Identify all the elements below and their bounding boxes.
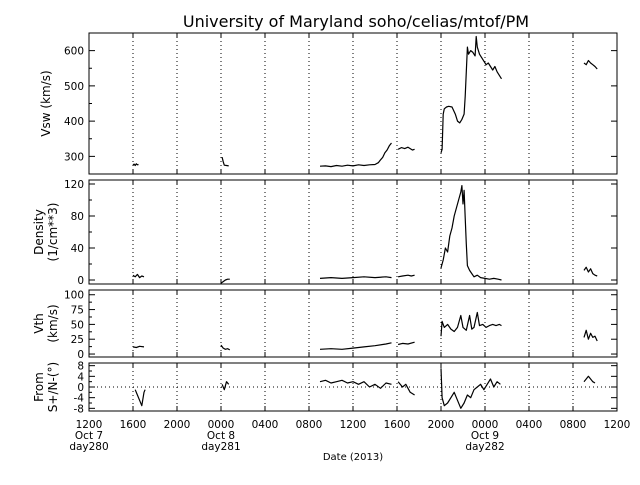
panel-vsw: 300 400 500 600 Vsw (km/s) <box>39 32 618 175</box>
series-density-segment-0 <box>132 273 145 279</box>
xtick-label-8: 2000 <box>428 419 455 431</box>
xtick-label-4: 0400 <box>252 419 279 431</box>
x-day-date-1: Oct 8 <box>207 430 235 442</box>
series-vsw-segment-1 <box>221 156 229 167</box>
ytick-label-vsw-3: 600 <box>64 46 84 58</box>
x-day-date-0: Oct 7 <box>75 430 103 442</box>
x-day-date-2: Oct 9 <box>471 430 499 442</box>
xtick-label-12: 1200 <box>604 419 631 431</box>
series-from-segment-3 <box>397 381 415 396</box>
series-from-segment-0 <box>134 389 146 407</box>
x-day-doy-2: day282 <box>465 441 504 453</box>
panel-vth: 0 25 50 75 100 Vth (km/s) <box>32 289 618 361</box>
series-vth-segment-3 <box>397 341 415 346</box>
ytick-label-vsw-2: 500 <box>64 81 84 93</box>
xtick-label-5: 0800 <box>296 419 323 431</box>
series-vth-segment-4 <box>440 311 502 337</box>
panel-frame-vsw <box>88 32 618 175</box>
ytick-label-density-1: 40 <box>71 243 84 255</box>
ylabel-from-1: S+/N-(°) <box>46 362 60 412</box>
x-day-doy-1: day281 <box>201 441 240 453</box>
xtick-label-1: 1600 <box>120 419 147 431</box>
ylabel-vsw-0: Vsw (km/s) <box>39 70 53 136</box>
xtick-label-11: 0800 <box>560 419 587 431</box>
x-axis: 1200 1600 2000 0000 0400 0800 1200 1600 2000 0000… <box>69 419 630 453</box>
xtick-label-9: 0000 <box>472 419 499 431</box>
series-vsw-segment-5 <box>583 59 598 70</box>
series-density-segment-1 <box>220 278 230 284</box>
series-vsw-segment-2 <box>319 142 392 168</box>
x-day-doy-0: day280 <box>69 441 108 453</box>
series-vth-segment-5 <box>583 329 598 342</box>
ylabel-vth-0: Vth <box>32 313 46 334</box>
xtick-label-7: 1600 <box>384 419 411 431</box>
ytick-label-from-1: -4 <box>74 393 85 405</box>
ytick-label-vth-1: 25 <box>71 334 84 346</box>
ytick-label-vth-3: 75 <box>71 305 84 317</box>
ytick-label-from-3: 4 <box>77 371 84 383</box>
ytick-label-from-4: 8 <box>77 361 84 373</box>
ylabel-density-1: (1/cm**3) <box>46 203 60 262</box>
chart-title: University of Maryland soho/celias/mtof/… <box>183 12 529 31</box>
ytick-label-vsw-1: 400 <box>64 116 84 128</box>
series-from-segment-2 <box>319 379 392 389</box>
series-vsw-segment-4 <box>440 35 503 153</box>
series-vth-segment-2 <box>319 342 392 350</box>
ylabel-vth-1: (km/s) <box>46 304 60 342</box>
ytick-label-from-0: -8 <box>74 403 84 415</box>
ylabel-density-0: Density <box>32 209 46 255</box>
ytick-label-density-2: 80 <box>71 211 84 223</box>
xtick-label-0: 1200 <box>76 419 103 431</box>
ytick-label-vth-0: 0 <box>77 349 84 361</box>
xtick-label-10: 0400 <box>516 419 543 431</box>
series-density-segment-5 <box>583 266 598 277</box>
ytick-label-vsw-0: 300 <box>64 151 84 163</box>
series-vth-segment-0 <box>132 345 145 349</box>
series-vth-segment-1 <box>220 344 231 351</box>
ylabel-from-0: From <box>32 372 46 402</box>
series-density-segment-4 <box>440 185 502 281</box>
xtick-label-3: 0000 <box>208 419 235 431</box>
series-from-segment-4 <box>440 368 501 409</box>
ytick-label-density-0: 0 <box>77 275 84 287</box>
ytick-label-from-2: 0 <box>77 382 84 394</box>
panel-density: 0 40 80 120 Density (1/cm**3) <box>32 179 618 287</box>
series-from-segment-5 <box>583 375 596 384</box>
ytick-label-vth-4: 100 <box>64 290 84 302</box>
ytick-label-vth-2: 50 <box>71 319 84 331</box>
series-density-segment-3 <box>397 274 415 278</box>
xtick-label-6: 1200 <box>340 419 367 431</box>
series-from-segment-1 <box>221 381 230 391</box>
series-vsw-segment-0 <box>132 163 139 167</box>
x-axis-label: Date (2013) <box>323 452 383 463</box>
ytick-label-density-3: 120 <box>64 179 84 191</box>
xtick-label-2: 2000 <box>164 419 191 431</box>
series-density-segment-2 <box>319 276 392 279</box>
series-vsw-segment-3 <box>397 146 415 151</box>
